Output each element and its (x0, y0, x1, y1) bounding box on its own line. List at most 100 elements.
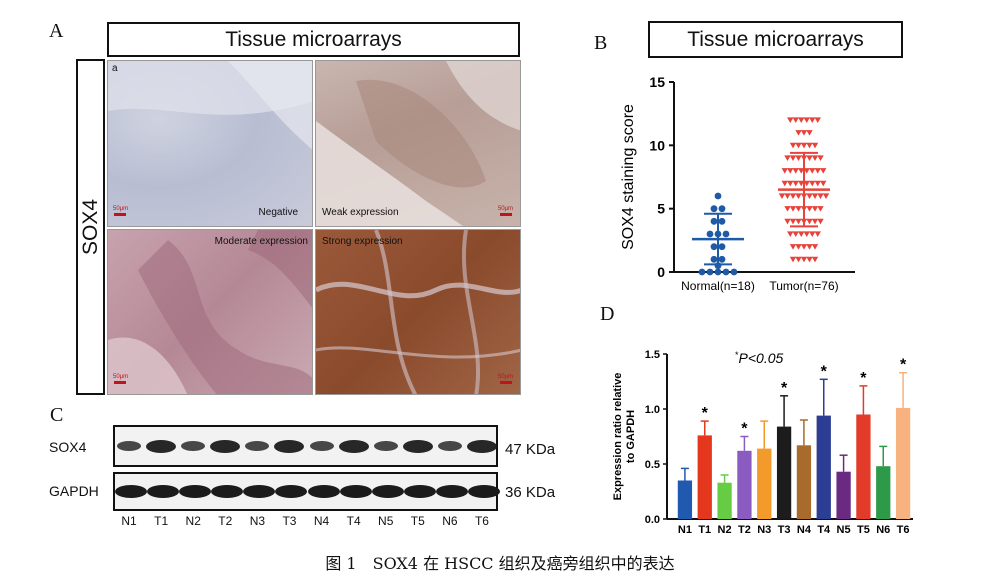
data-point (778, 193, 786, 199)
kda-label-gapdh: 36 KDa (505, 484, 556, 501)
data-point (806, 130, 813, 136)
data-point (798, 180, 805, 187)
bar (856, 414, 871, 519)
tissue-texture-negative (108, 61, 312, 150)
panel-b-title: Tissue microarrays (648, 21, 903, 58)
tissue-texture-weak (316, 61, 520, 226)
blot-band-gapdh (243, 485, 276, 498)
significance-asterisk: * (735, 350, 739, 360)
blot-band-sox4 (402, 439, 433, 453)
tissue-image-moderate: Moderate expression 50μm (107, 229, 313, 395)
x-category-label: N2 (718, 524, 732, 536)
data-point (820, 168, 827, 174)
image-label-negative: Negative (258, 207, 298, 218)
data-point (803, 231, 810, 237)
blot-band-sox4 (274, 439, 305, 453)
data-point (730, 268, 738, 276)
significance-star: * (860, 370, 867, 387)
bar (737, 450, 752, 519)
data-point (800, 142, 808, 149)
data-point (806, 206, 813, 212)
scale-bar-label: 50μm (497, 374, 513, 380)
significance-star: * (900, 357, 907, 374)
data-point (803, 117, 810, 123)
blot-band-gapdh (467, 485, 500, 498)
x-category-label: N6 (876, 524, 890, 536)
data-point (795, 218, 802, 225)
blot-band-sox4 (373, 441, 398, 451)
data-point (814, 231, 821, 237)
lane-label: N5 (378, 514, 394, 528)
blot-band-sox4 (437, 441, 462, 451)
blot-band-sox4 (466, 439, 497, 453)
bar (757, 448, 772, 519)
data-point (718, 205, 726, 213)
data-point (811, 142, 819, 149)
y-tick-label: 0 (657, 264, 665, 280)
data-point (698, 268, 706, 276)
y-tick-label: 1.0 (645, 404, 660, 416)
data-point (784, 193, 791, 199)
significance-star: * (702, 405, 709, 422)
y-tick-label: 5 (657, 201, 665, 217)
data-point (817, 155, 824, 161)
data-point (817, 218, 824, 225)
tissue-texture-strong (316, 230, 520, 394)
data-point (789, 142, 797, 149)
bar (836, 471, 851, 519)
data-point (781, 168, 788, 174)
data-point (795, 142, 802, 149)
data-point (710, 255, 718, 263)
data-point (787, 117, 794, 123)
data-point (809, 231, 816, 237)
y-tick-label: 0.0 (645, 514, 660, 526)
panel-d-letter: D (600, 303, 615, 325)
data-point (800, 130, 808, 136)
blot-band-sox4 (245, 441, 270, 451)
data-point (784, 155, 791, 161)
y-tick-label: 0.5 (645, 459, 660, 471)
y-tick-label: 1.5 (645, 349, 660, 361)
sox4-row-label-box: SOX4 (76, 59, 105, 395)
data-point (792, 168, 799, 174)
data-point (809, 117, 816, 123)
data-point (803, 180, 810, 187)
data-point (787, 168, 794, 174)
bar (895, 407, 911, 519)
x-category-label: T6 (897, 524, 910, 536)
data-point (795, 256, 802, 263)
data-point (798, 117, 805, 123)
data-point (800, 256, 808, 263)
data-point (806, 193, 813, 199)
x-category-label: T5 (857, 524, 870, 536)
image-label-strong: Strong expression (322, 236, 403, 247)
data-point (792, 180, 799, 187)
data-point (811, 193, 819, 199)
bar (876, 466, 891, 519)
data-point (718, 217, 726, 225)
blot-band-sox4 (309, 441, 334, 451)
tissue-image-strong: Strong expression 50μm (315, 229, 521, 395)
panel-b-letter: B (594, 32, 608, 54)
data-point (820, 180, 827, 187)
scale-bar-label: 50μm (113, 374, 129, 380)
data-point (792, 231, 799, 237)
image-corner-letter: a (112, 63, 118, 74)
data-point (710, 243, 718, 251)
data-point (811, 206, 819, 212)
y-axis-label: SOX4 staining score (620, 104, 637, 250)
blot-band-sox4 (210, 439, 241, 453)
x-category-label: T4 (817, 524, 831, 536)
lane-label: T4 (346, 514, 361, 528)
western-blot-gapdh (113, 472, 500, 511)
x-category-label: T1 (698, 524, 711, 536)
data-point (789, 155, 797, 161)
data-point (795, 206, 802, 212)
x-category-label: T3 (778, 524, 791, 536)
bar (776, 426, 792, 519)
blot-band-gapdh (371, 485, 404, 498)
data-point (822, 193, 830, 199)
data-point (811, 155, 819, 161)
data-point (800, 244, 808, 250)
blot-label-gapdh: GAPDH (49, 483, 99, 499)
